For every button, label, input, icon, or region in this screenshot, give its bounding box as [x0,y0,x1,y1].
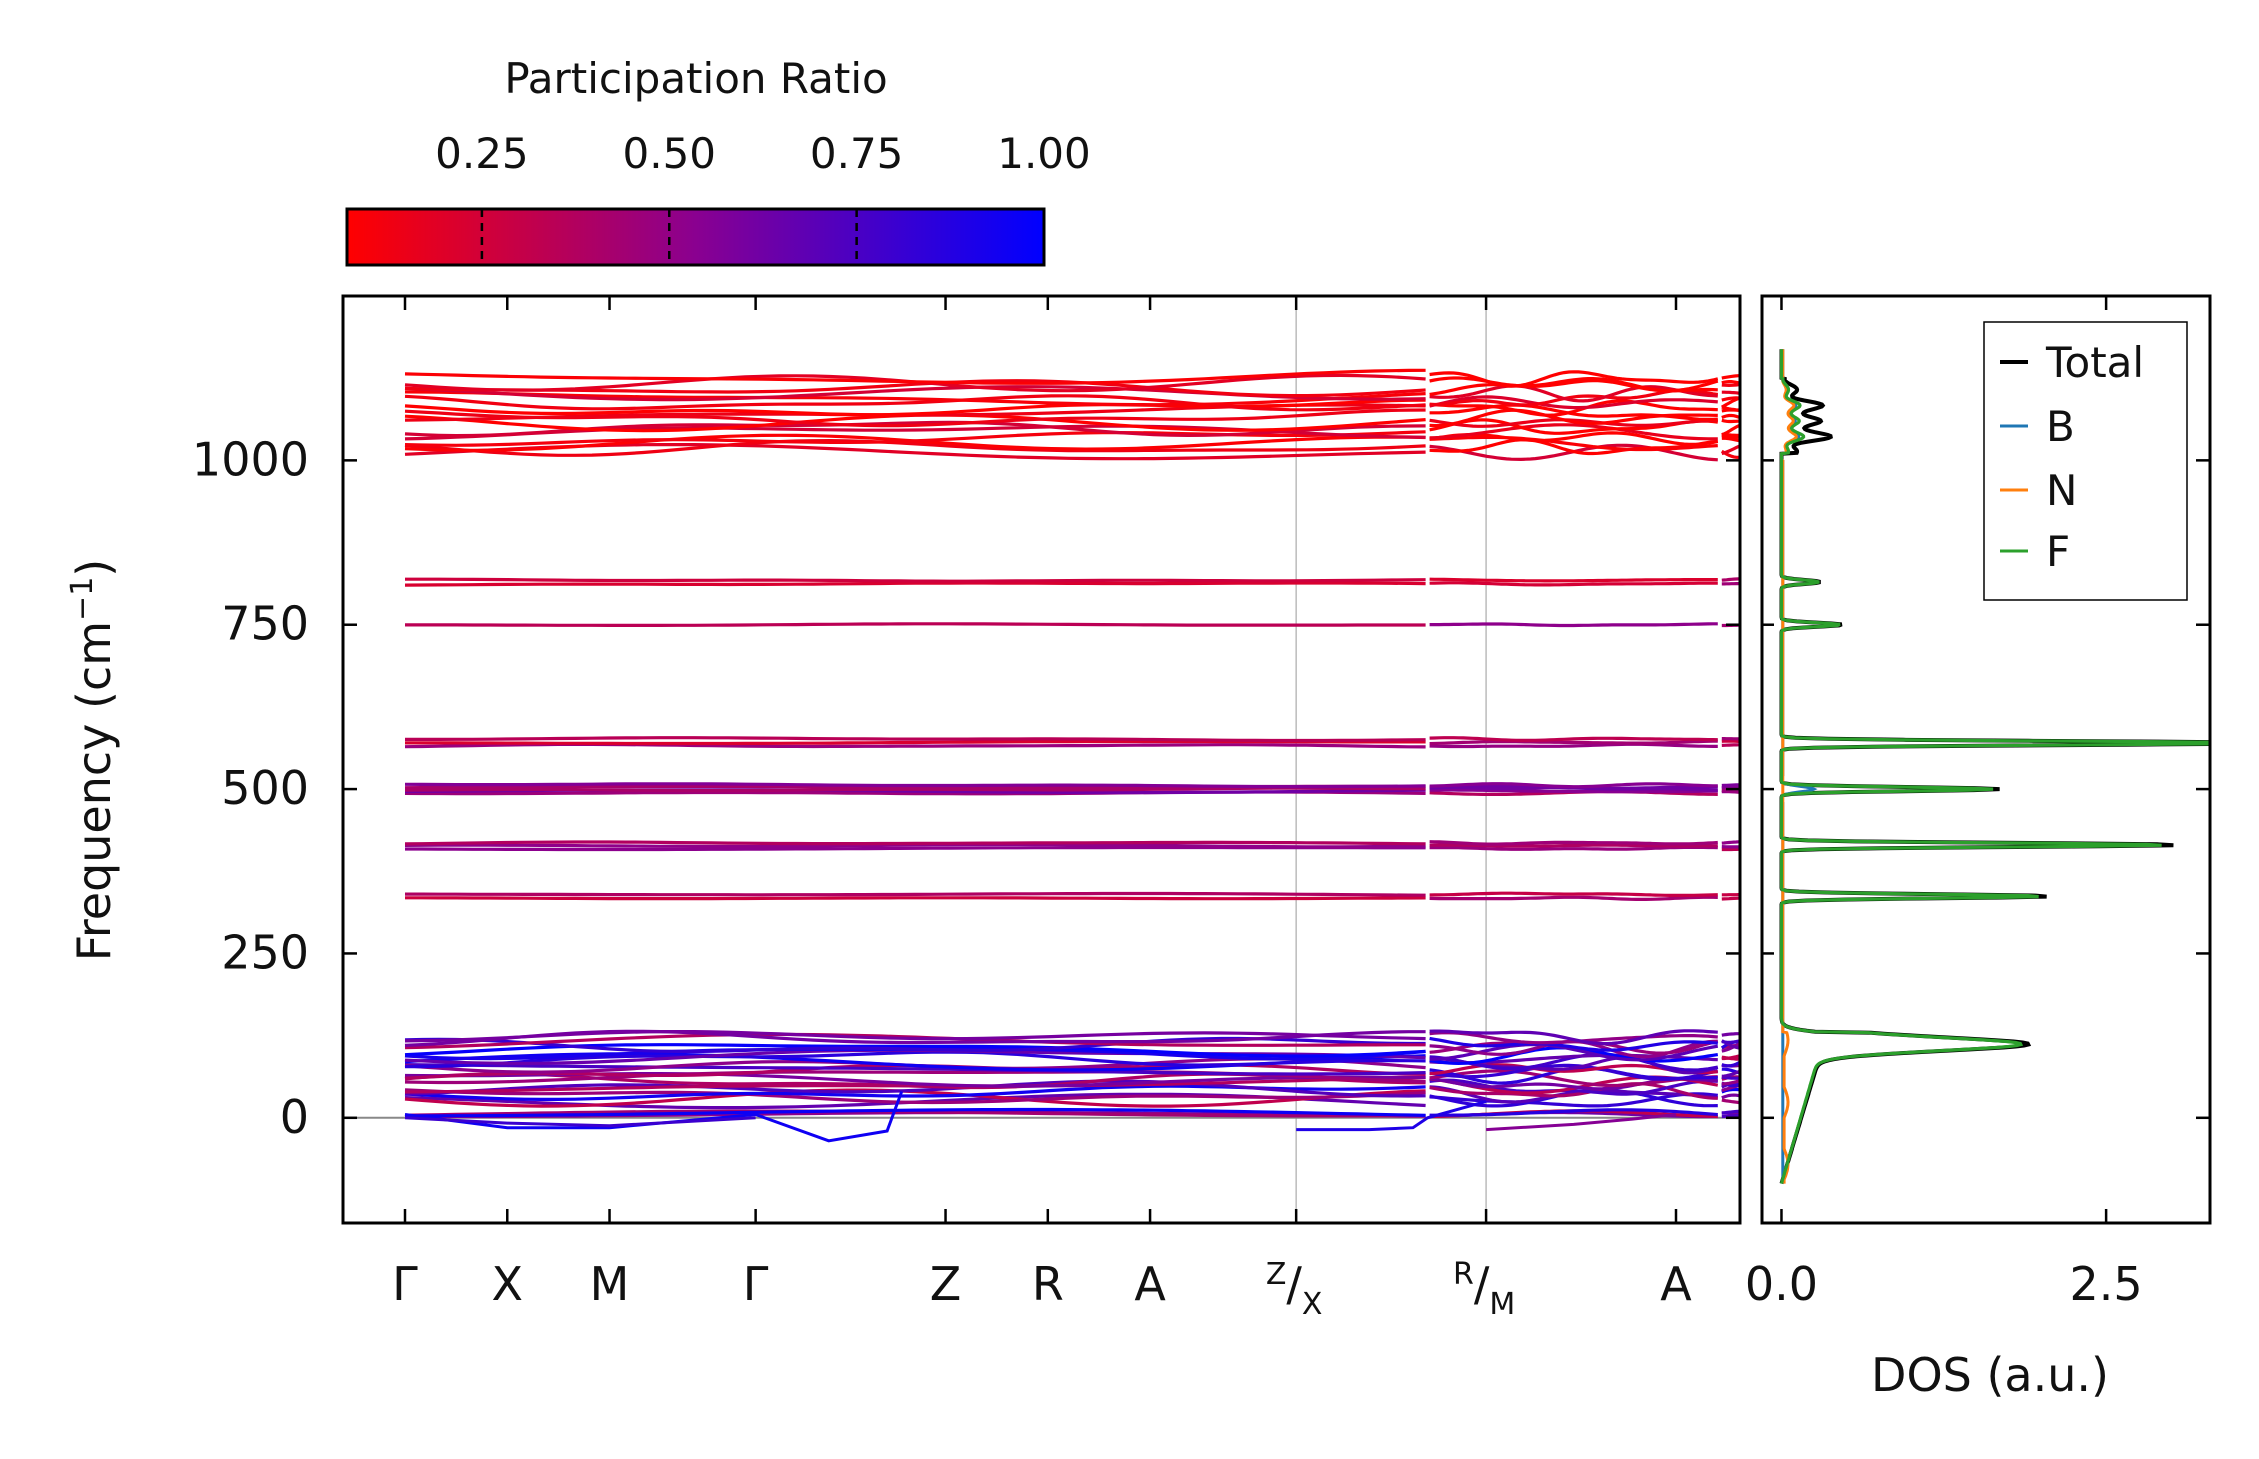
phonon-band [405,579,1426,581]
phonon-band [1430,842,1718,844]
colorbar-tick-label: 0.75 [810,129,904,178]
phonon-band [1722,1084,1866,1097]
colorbar-title: Participation Ratio [504,54,887,103]
k-point-label: R/M [1453,1257,1515,1322]
phonon-band [1430,893,1718,895]
phonon-band [405,370,1426,383]
k-point-label: Γ [743,1257,769,1311]
phonon-band [1722,1087,1866,1101]
colorbar-tick-label: 1.00 [997,129,1091,178]
k-point-label: M [590,1257,630,1311]
k-point-label: Z [930,1257,962,1311]
ylabel-main: Frequency (cm [67,621,121,961]
k-label-sup: R [1453,1257,1474,1292]
k-point-label: R [1032,1257,1064,1311]
phonon-band [1722,1077,1866,1093]
ylabel-end: ) [67,559,121,577]
k-label-sub: X [1302,1287,1323,1322]
phonon-band [405,898,1426,899]
phonon-band [1722,844,1866,847]
phonon-band [1430,738,1718,741]
phonon-band [1430,897,1718,899]
phonon-band [1430,583,1718,585]
legend-label-f: F [2046,527,2070,576]
dos-curve-n [1782,349,1797,1183]
phonon-band [1430,847,1718,849]
k-label-slash: / [1286,1257,1302,1311]
imaginary-mode [1486,1115,1676,1130]
ylabel-superscript: −1 [65,577,100,621]
phonon-band [1722,624,1866,626]
phonon-band [405,842,1426,844]
y-tick-label: 250 [221,925,309,979]
colorbar-tick-label: 0.50 [623,129,717,178]
phonon-band [1722,1094,1866,1110]
phonon-band [1430,741,1718,743]
k-point-label: A [1134,1257,1166,1311]
phonon-band [1722,1061,1866,1076]
k-point-label: Z/X [1266,1257,1323,1322]
colorbar-tick-label: 0.25 [435,129,529,178]
legend-label-b: B [2046,402,2075,451]
phonon-band [1722,1064,1866,1078]
colorbar-gradient [347,209,1044,265]
phonon-band [1430,579,1718,581]
dos-legend: Total B N F [1984,322,2187,600]
y-tick-label: 750 [221,597,309,651]
phonon-band [1722,1083,1866,1092]
y-tick-label: 0 [280,1090,309,1144]
phonon-band [1722,1111,1866,1114]
k-label-sup: Z [1266,1257,1287,1292]
dos-x-tick-label: 2.5 [2070,1257,2143,1311]
phonon-band [1430,624,1718,626]
k-point-label: Γ [392,1257,418,1311]
phonon-band [1722,1069,1866,1082]
k-label-slash: / [1474,1257,1490,1311]
y-tick-label: 1000 [192,432,309,486]
phonon-band [1722,1041,1866,1055]
legend-label-n: N [2046,466,2077,515]
legend-label-total: Total [2045,338,2144,387]
phonon-band [405,624,1426,626]
dos-x-axis-label: DOS (a.u.) [1871,1348,2109,1402]
phonon-band [1722,1091,1866,1106]
dos-x-tick-label: 0.0 [1745,1257,1818,1311]
dos-curve-b [1782,349,1814,1183]
phonon-band [1722,1037,1866,1050]
colorbar: Participation Ratio 0.25 0.50 0.75 1.00 [347,54,1091,265]
k-point-label: X [492,1257,524,1311]
phonon-band [405,738,1426,741]
y-tick-label: 500 [221,761,309,815]
phonon-band [1722,1111,1866,1117]
phonon-band [405,583,1426,585]
dos-panel: 0.0 2.5 DOS (a.u.) Total B N F [1745,296,2259,1402]
phonon-band [1430,744,1718,746]
k-point-label: A [1660,1257,1692,1311]
phonon-bands [405,370,1866,1141]
k-label-sub: M [1489,1287,1515,1322]
phonon-band [1722,1038,1866,1052]
phonon-band [1722,375,1866,382]
phonon-band [1722,1071,1866,1084]
band-y-axis-label: Frequency (cm−1) [65,559,121,962]
phonon-band [1722,741,1866,744]
phonon-band [1722,1075,1866,1090]
phonon-band [1722,1113,1866,1117]
phonon-band [405,894,1426,896]
phonon-band [1722,1045,1866,1055]
